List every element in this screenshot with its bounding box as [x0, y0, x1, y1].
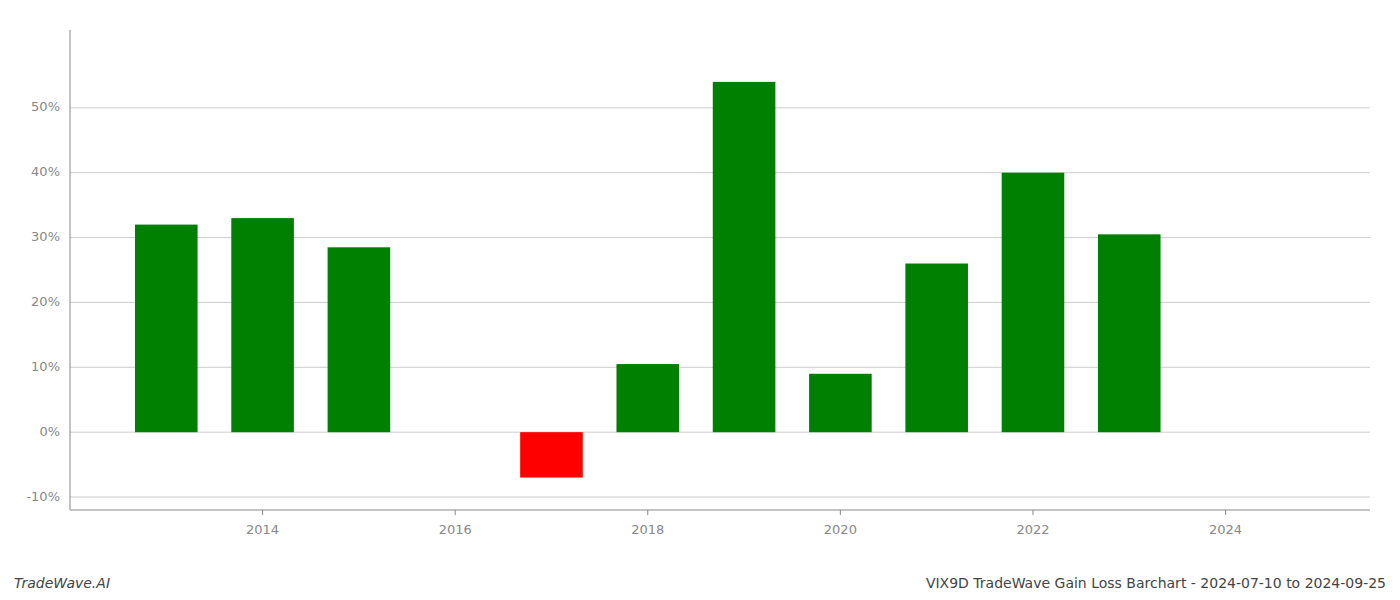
x-tick — [455, 510, 456, 515]
y-tick-label: -10% — [26, 489, 60, 504]
x-tick-label: 2018 — [631, 522, 664, 537]
grid-line — [70, 497, 1370, 498]
x-tick — [647, 510, 648, 515]
y-tick-label: 40% — [31, 164, 60, 179]
x-tick — [1225, 510, 1226, 515]
x-tick-label: 2016 — [439, 522, 472, 537]
x-tick-label: 2024 — [1209, 522, 1242, 537]
x-tick — [840, 510, 841, 515]
bar — [520, 432, 583, 477]
bar — [713, 82, 776, 432]
y-tick-label: 20% — [31, 294, 60, 309]
background — [0, 0, 1400, 600]
bar — [1098, 234, 1161, 432]
bars — [135, 82, 1161, 478]
bar — [231, 218, 294, 432]
y-tick-labels: -10% 0% 10% 20% 30% 40% 50% — [26, 99, 60, 503]
chart: -10% 0% 10% 20% 30% 40% 50% 2014 2016 2018 2020 202… — [0, 0, 1400, 600]
y-tick-label: 0% — [39, 424, 60, 439]
bar — [905, 264, 968, 433]
x-tick — [262, 510, 263, 515]
x-ticks: 2014 2016 2018 2020 2022 2024 — [246, 510, 1242, 537]
y-axis-line — [70, 30, 71, 510]
y-tick-label: 10% — [31, 359, 60, 374]
x-tick-label: 2014 — [246, 522, 279, 537]
bar — [135, 225, 198, 433]
bar — [616, 364, 679, 432]
x-axis-line — [70, 510, 1370, 511]
x-tick-label: 2022 — [1016, 522, 1049, 537]
y-tick-label: 30% — [31, 229, 60, 244]
bar — [328, 247, 391, 432]
footer-right: VIX9D TradeWave Gain Loss Barchart - 202… — [926, 575, 1386, 591]
footer-left: TradeWave.AI — [14, 575, 110, 591]
bar — [809, 374, 872, 432]
x-tick-label: 2020 — [824, 522, 857, 537]
y-tick-label: 50% — [31, 99, 60, 114]
bar — [1002, 173, 1065, 432]
x-tick — [1032, 510, 1033, 515]
